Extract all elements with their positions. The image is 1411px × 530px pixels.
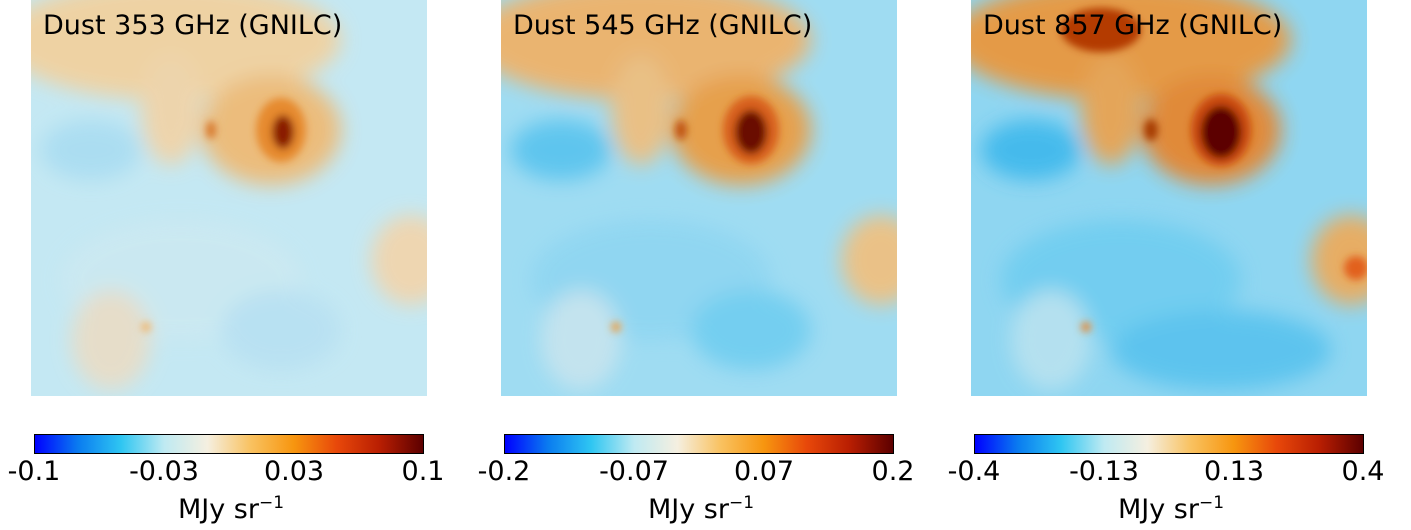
map-panel-353: Dust 353 GHz (GNILC) -0.1 -0.03 0.03 0.1… [8,0,444,530]
colorbar-tick: 0.03 [263,456,325,487]
map-title: Dust 857 GHz (GNILC) [983,10,1283,41]
colorbar-unit-text: MJy sr [177,494,259,525]
colorbar-tick-min: -0.4 [947,456,1001,487]
colorbar [974,434,1364,454]
colorbar [34,434,424,454]
colorbar-tick: 0.13 [1203,456,1265,487]
colorbar-unit-exponent: −1 [258,493,285,513]
dust-map-353-image [31,0,427,396]
colorbar-unit: MJy sr−1 [647,493,755,525]
map-title: Dust 353 GHz (GNILC) [43,10,343,41]
map-title: Dust 545 GHz (GNILC) [513,10,813,41]
map-panel-545: Dust 545 GHz (GNILC) -0.2 -0.07 0.07 0.2… [478,0,914,530]
colorbar-unit: MJy sr−1 [177,493,285,525]
colorbar-tick: -0.03 [129,456,199,487]
colorbar-tick-min: -0.2 [477,456,531,487]
dust-map-545-image [501,0,897,396]
colorbar-tick-min: -0.1 [7,456,61,487]
colorbar-unit-text: MJy sr [1117,494,1199,525]
dust-map-545: Dust 545 GHz (GNILC) [501,0,897,396]
colorbar [504,434,894,454]
colorbar-tick-max: 0.1 [401,456,445,487]
dust-map-857-image [971,0,1367,396]
colorbar-tick: -0.13 [1069,456,1139,487]
map-panel-857: Dust 857 GHz (GNILC) -0.4 -0.13 0.13 0.4… [948,0,1384,530]
colorbar-unit-exponent: −1 [1198,493,1225,513]
colorbar-unit-exponent: −1 [728,493,755,513]
colorbar-tick-max: 0.4 [1341,456,1385,487]
colorbar-unit: MJy sr−1 [1117,493,1225,525]
colorbar-tick: -0.07 [599,456,669,487]
colorbar-unit-text: MJy sr [647,494,729,525]
dust-map-857: Dust 857 GHz (GNILC) [971,0,1367,396]
colorbar-tick-max: 0.2 [871,456,915,487]
dust-map-353: Dust 353 GHz (GNILC) [31,0,427,396]
colorbar-tick: 0.07 [733,456,795,487]
